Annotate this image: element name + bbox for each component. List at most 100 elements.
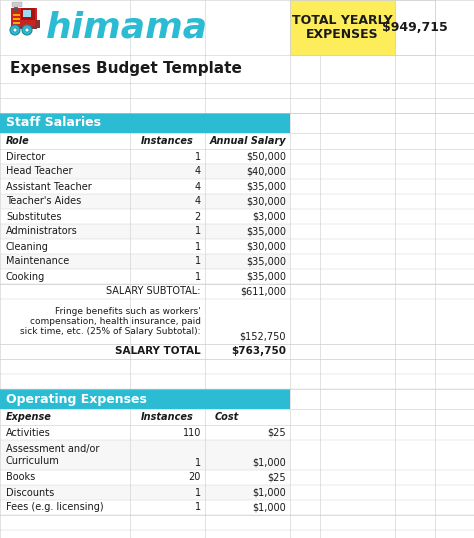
Text: Administrators: Administrators	[6, 226, 78, 237]
Text: 4: 4	[195, 181, 201, 192]
Text: Expenses Budget Template: Expenses Budget Template	[10, 61, 242, 76]
Bar	[0, 179, 290, 194]
Bar	[0, 254, 290, 269]
Text: Substitutes: Substitutes	[6, 211, 62, 222]
Text: Discounts: Discounts	[6, 487, 54, 498]
Bar	[0, 485, 290, 500]
Text: Annual Salary: Annual Salary	[210, 136, 286, 146]
Text: SALARY TOTAL: SALARY TOTAL	[115, 346, 201, 357]
Text: $35,000: $35,000	[246, 181, 286, 192]
Text: 4: 4	[195, 166, 201, 176]
Bar	[11, 26, 37, 29]
Bar	[0, 269, 290, 284]
Bar	[0, 83, 474, 113]
Text: Operating Expenses: Operating Expenses	[6, 393, 147, 406]
Text: $763,750: $763,750	[231, 346, 286, 357]
Text: 1: 1	[195, 242, 201, 251]
Bar	[0, 55, 474, 83]
Text: $40,000: $40,000	[246, 166, 286, 176]
Text: Expense: Expense	[6, 412, 52, 422]
Text: $25: $25	[267, 428, 286, 437]
Text: Assessment and/or
Curriculum: Assessment and/or Curriculum	[6, 444, 100, 466]
Bar	[0, 470, 290, 485]
Text: 1: 1	[195, 152, 201, 161]
Bar	[0, 133, 290, 149]
Text: himama: himama	[46, 11, 208, 45]
Text: TOTAL YEARLY
EXPENSES: TOTAL YEARLY EXPENSES	[292, 13, 393, 41]
Text: 2: 2	[195, 211, 201, 222]
Bar	[290, 0, 395, 55]
Circle shape	[25, 28, 29, 32]
Text: $1,000: $1,000	[252, 487, 286, 498]
Bar	[21, 8, 35, 20]
Bar	[0, 284, 290, 299]
Circle shape	[13, 28, 17, 32]
Text: 1: 1	[195, 502, 201, 513]
Bar	[14, 6, 18, 11]
Text: $25: $25	[267, 472, 286, 483]
Bar	[0, 425, 290, 440]
Bar	[0, 0, 474, 55]
Text: Cost: Cost	[215, 412, 239, 422]
Text: 20: 20	[189, 472, 201, 483]
Bar	[13, 22, 20, 24]
Text: Teacher's Aides: Teacher's Aides	[6, 196, 81, 207]
Text: $30,000: $30,000	[246, 242, 286, 251]
Bar	[13, 18, 20, 20]
Text: $35,000: $35,000	[246, 272, 286, 281]
Text: 4: 4	[195, 196, 201, 207]
Text: Maintenance: Maintenance	[6, 257, 69, 266]
Text: Staff Salaries: Staff Salaries	[6, 117, 101, 130]
Text: Activities: Activities	[6, 428, 51, 437]
Bar	[0, 164, 290, 179]
Bar	[0, 239, 290, 254]
Text: $1,000: $1,000	[252, 502, 286, 513]
Bar	[0, 344, 290, 359]
Bar	[0, 194, 290, 209]
Text: 1: 1	[195, 226, 201, 237]
Circle shape	[22, 25, 32, 35]
Text: $611,000: $611,000	[240, 287, 286, 296]
Bar	[35, 20, 40, 28]
Text: $1,000: $1,000	[252, 457, 286, 468]
Bar	[13, 14, 20, 16]
Text: Instances: Instances	[141, 412, 194, 422]
Text: $152,750: $152,750	[239, 331, 286, 342]
Bar	[12, 2, 22, 7]
Text: 1: 1	[195, 257, 201, 266]
Text: Cooking: Cooking	[6, 272, 45, 281]
Bar	[0, 500, 290, 515]
Text: $3,000: $3,000	[252, 211, 286, 222]
Bar	[23, 10, 31, 17]
Text: 110: 110	[182, 428, 201, 437]
Circle shape	[10, 25, 20, 35]
Bar	[0, 359, 474, 374]
Text: 1: 1	[195, 457, 201, 468]
Bar	[0, 299, 290, 344]
Bar	[0, 113, 290, 133]
Text: Role: Role	[6, 136, 30, 146]
Text: 1: 1	[195, 272, 201, 281]
Text: $50,000: $50,000	[246, 152, 286, 161]
Text: Fees (e.g. licensing): Fees (e.g. licensing)	[6, 502, 104, 513]
Bar	[395, 0, 435, 55]
Bar	[0, 389, 290, 409]
Bar	[0, 409, 290, 425]
Bar	[0, 149, 290, 164]
Text: $35,000: $35,000	[246, 226, 286, 237]
Bar	[0, 224, 290, 239]
Text: $35,000: $35,000	[246, 257, 286, 266]
Text: Cleaning: Cleaning	[6, 242, 49, 251]
Bar	[0, 440, 290, 470]
Text: Head Teacher: Head Teacher	[6, 166, 73, 176]
Text: Fringe benefits such as workers'
compensation, health insurance, paid
sick time,: Fringe benefits such as workers' compens…	[20, 307, 201, 336]
Text: $949,715: $949,715	[382, 21, 448, 34]
Text: Director: Director	[6, 152, 45, 161]
Bar	[11, 8, 37, 28]
Bar	[0, 374, 474, 389]
Text: Instances: Instances	[141, 136, 194, 146]
Text: SALARY SUBTOTAL:: SALARY SUBTOTAL:	[107, 287, 201, 296]
Text: $30,000: $30,000	[246, 196, 286, 207]
Text: Assistant Teacher: Assistant Teacher	[6, 181, 92, 192]
Bar	[0, 209, 290, 224]
